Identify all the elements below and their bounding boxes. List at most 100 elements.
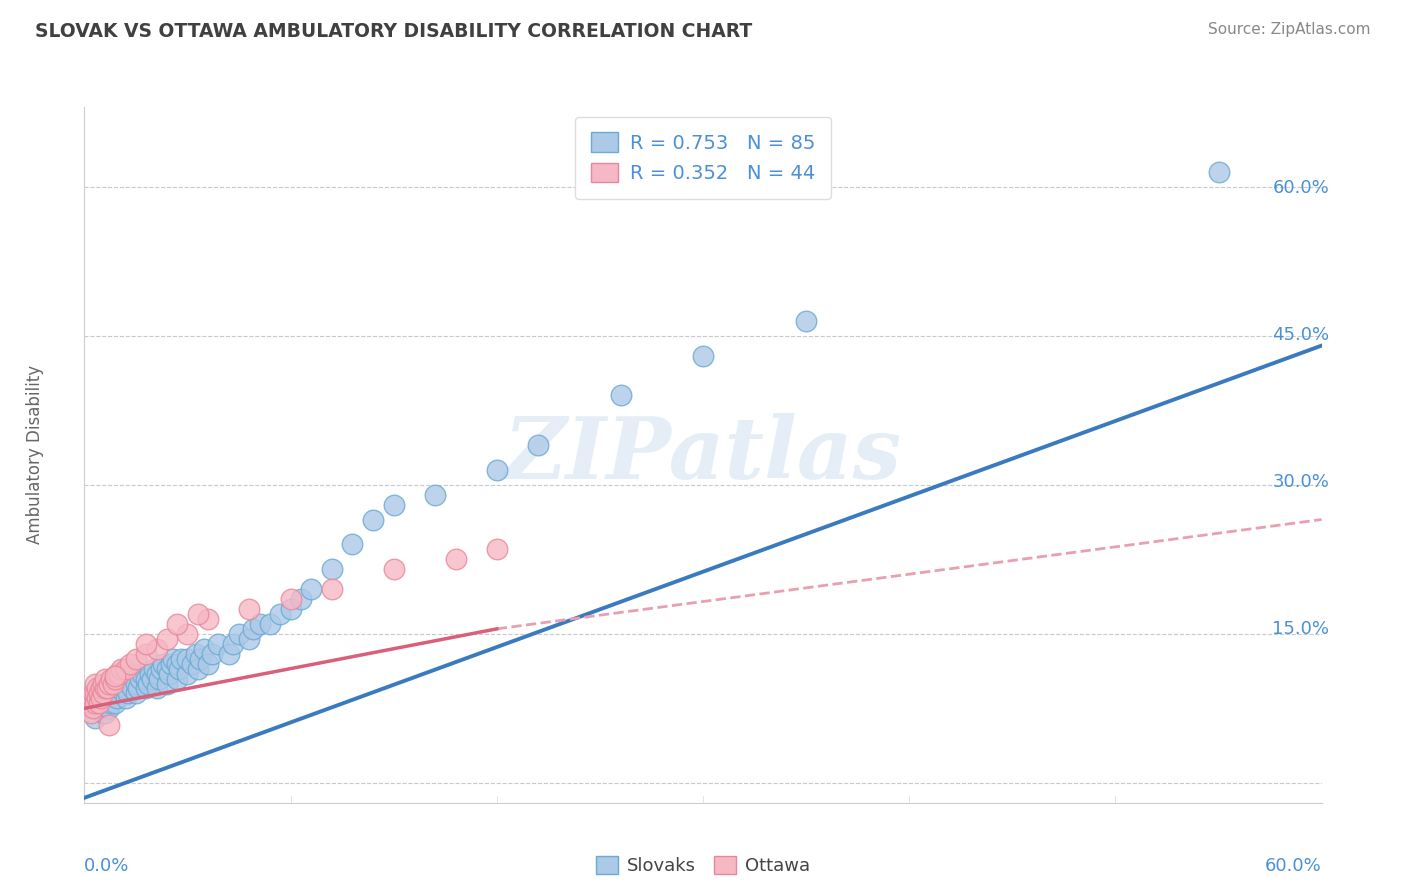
Point [191, 661, 214, 675]
Point [437, 492, 460, 507]
Point [527, 458, 550, 473]
Point [179, 674, 201, 689]
Point [1163, 164, 1185, 178]
Point [219, 640, 242, 654]
Point [191, 689, 214, 703]
Point [246, 649, 269, 664]
Point [201, 674, 224, 689]
Point [201, 664, 224, 679]
Point [800, 311, 823, 326]
Point [233, 649, 256, 664]
Point [191, 669, 214, 683]
Point [346, 596, 368, 610]
Point [186, 694, 209, 708]
Text: 60.0%: 60.0% [1209, 847, 1265, 866]
Point [170, 689, 193, 703]
Point [256, 659, 278, 673]
Point [219, 630, 242, 644]
Point [238, 624, 260, 639]
Point [209, 669, 232, 683]
Point [177, 689, 200, 703]
Point [246, 610, 269, 624]
Point [202, 679, 225, 693]
Point [238, 669, 260, 683]
Point [183, 689, 205, 703]
Point [176, 674, 198, 689]
Point [356, 586, 378, 600]
Point [263, 640, 285, 654]
Point [382, 576, 405, 591]
Point [181, 679, 204, 693]
Point [226, 655, 249, 669]
Point [173, 679, 195, 693]
Point [173, 703, 195, 717]
Point [295, 630, 318, 644]
Point [186, 669, 209, 683]
Point [183, 664, 205, 679]
Point [188, 689, 211, 703]
Point [231, 664, 253, 679]
Point [172, 694, 194, 708]
Point [274, 649, 297, 664]
Point [204, 649, 226, 664]
Point [191, 664, 214, 679]
Point [209, 679, 232, 693]
Point [309, 596, 332, 610]
Point [309, 624, 332, 639]
Point [637, 384, 659, 399]
Point [301, 620, 323, 634]
Point [314, 615, 336, 630]
Point [195, 674, 218, 689]
Point [527, 537, 550, 551]
Point [256, 620, 278, 634]
Point [201, 655, 224, 669]
Point [214, 664, 236, 679]
Point [710, 345, 733, 359]
Point [207, 674, 229, 689]
Point [259, 649, 281, 664]
Point [228, 674, 250, 689]
Point [264, 600, 287, 615]
Point [250, 644, 273, 658]
Point [283, 630, 305, 644]
Point [228, 659, 250, 673]
Point [215, 659, 238, 673]
Point [232, 655, 254, 669]
Point [239, 659, 262, 673]
Point [266, 644, 288, 658]
Point [247, 655, 270, 669]
Point [176, 694, 198, 708]
Point [181, 698, 204, 713]
Legend: Slovaks, Ottawa: Slovaks, Ottawa [605, 838, 837, 874]
Text: Source: ZipAtlas.com: Source: ZipAtlas.com [1208, 22, 1371, 37]
Point [243, 644, 266, 658]
Point [246, 664, 269, 679]
Point [346, 586, 368, 600]
Point [173, 669, 195, 683]
Point [183, 674, 205, 689]
Point [319, 610, 342, 624]
Point [173, 683, 195, 698]
Point [238, 655, 260, 669]
Point [188, 664, 211, 679]
Point [221, 669, 243, 683]
Point [256, 644, 278, 658]
Point [564, 434, 586, 448]
Point [194, 659, 217, 673]
Point [172, 679, 194, 693]
Point [179, 679, 201, 693]
Point [277, 640, 299, 654]
Point [183, 679, 205, 693]
Point [186, 674, 209, 689]
Point [208, 659, 231, 673]
Point [176, 683, 198, 698]
Point [184, 674, 207, 689]
Point [401, 532, 423, 546]
Point [170, 698, 193, 713]
Point [225, 664, 247, 679]
Point [197, 664, 219, 679]
Point [173, 694, 195, 708]
Text: ZIPatlas: ZIPatlas [522, 409, 920, 492]
Point [291, 640, 314, 654]
Point [274, 605, 297, 619]
